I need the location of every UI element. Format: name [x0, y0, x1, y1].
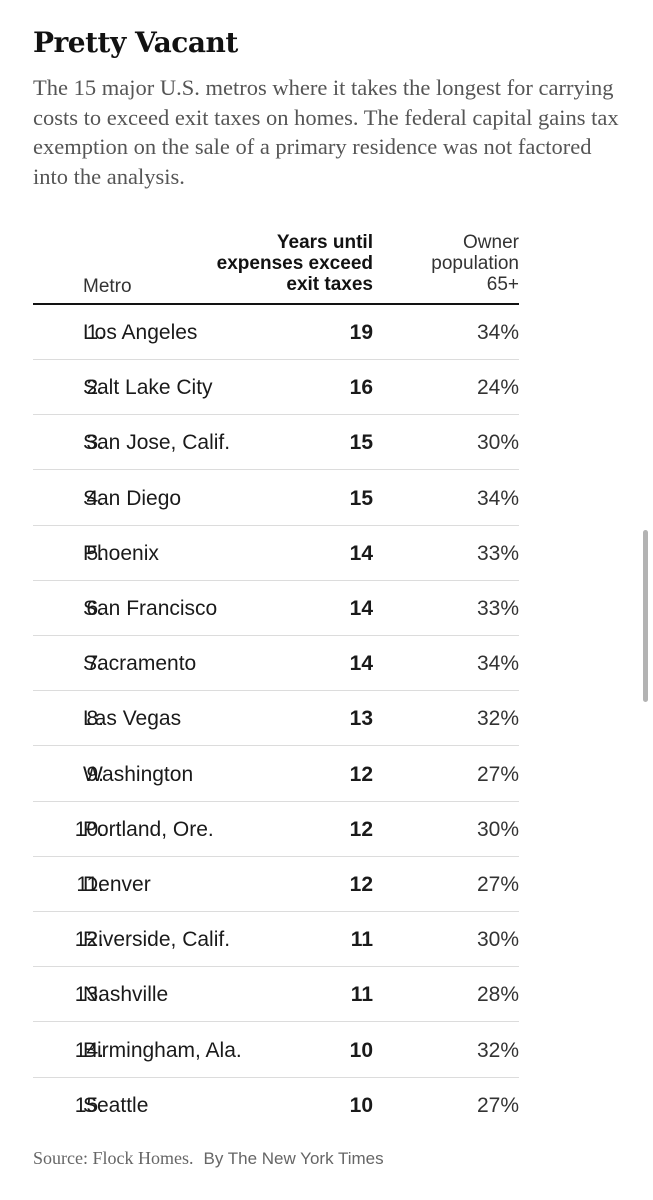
page-subtitle: The 15 major U.S. metros where it takes … — [33, 75, 619, 189]
row-metro: Nashville — [83, 983, 169, 1007]
table-row: 4. San Diego 15 34% — [33, 471, 519, 526]
row-owner-65: 32% — [476, 1038, 519, 1062]
header-rule — [33, 303, 519, 305]
row-owner-65: 33% — [476, 597, 519, 620]
row-rank: 5. — [86, 541, 104, 565]
row-metro: Birmingham, Ala. — [83, 1038, 242, 1062]
scrollbar[interactable] — [643, 530, 648, 702]
row-years: 14 — [349, 541, 373, 565]
table-row: 10. Portland, Ore. 12 30% — [33, 802, 519, 857]
table-row: 7. Sacramento 14 34% — [33, 636, 519, 692]
row-owner-65: 30% — [476, 928, 519, 952]
column-header-owner-line-2: population — [431, 253, 519, 274]
column-header-metro: Metro — [83, 276, 132, 297]
row-metro: Phoenix — [83, 541, 159, 565]
row-owner-65: 34% — [476, 652, 519, 676]
table-row: 15. Seattle 10 27% — [33, 1078, 519, 1133]
row-owner-65: 34% — [476, 486, 519, 510]
row-rank: 11. — [76, 873, 104, 896]
row-rank: 13. — [74, 983, 104, 1007]
row-metro: Seattle — [83, 1093, 149, 1117]
row-rank: 10. — [74, 817, 104, 841]
row-metro: Riverside, Calif. — [83, 928, 231, 952]
column-header-years: Years until expenses exceed exit taxes — [217, 232, 373, 295]
row-owner-65: 24% — [476, 376, 519, 400]
row-years: 12 — [349, 873, 373, 896]
row-rank: 15. — [74, 1093, 104, 1117]
table-row: 3. San Jose, Calif. 15 30% — [33, 415, 519, 471]
column-header-years-line-3: exit taxes — [286, 274, 373, 295]
row-owner-65: 28% — [476, 983, 519, 1007]
row-owner-65: 27% — [476, 762, 519, 786]
row-rank: 4. — [86, 486, 104, 510]
row-metro: San Diego — [83, 486, 182, 510]
row-owner-65: 34% — [476, 321, 519, 344]
row-owner-65: 30% — [476, 817, 519, 841]
row-metro: Washington — [83, 762, 194, 786]
row-metro: Los Angeles — [83, 321, 198, 344]
row-rank: 1. — [86, 321, 104, 344]
row-years: 19 — [349, 321, 373, 344]
column-header-years-line-2: expenses exceed — [216, 253, 373, 274]
row-owner-65: 32% — [476, 707, 519, 731]
table-row: 11. Denver 12 27% — [33, 857, 519, 912]
source-note: Source: Flock Homes. By The New York Time… — [33, 1148, 384, 1169]
table-row: 5. Phoenix 14 33% — [33, 526, 519, 581]
row-metro: San Jose, Calif. — [83, 431, 231, 455]
row-rank: 8. — [86, 707, 104, 731]
row-owner-65: 30% — [476, 431, 519, 455]
row-rank: 6. — [86, 597, 104, 620]
row-years: 14 — [349, 652, 373, 676]
page-title: Pretty Vacant — [33, 26, 238, 59]
row-metro: San Francisco — [83, 597, 218, 620]
row-years: 15 — [349, 486, 373, 510]
row-metro: Las Vegas — [83, 707, 182, 731]
table-row: 12. Riverside, Calif. 11 30% — [33, 912, 519, 968]
row-metro: Salt Lake City — [83, 376, 213, 400]
row-years: 10 — [349, 1093, 373, 1117]
row-years: 10 — [349, 1038, 373, 1062]
row-years: 14 — [349, 597, 373, 620]
row-years: 12 — [349, 817, 373, 841]
row-years: 15 — [349, 431, 373, 455]
column-header-owner-line-3: 65+ — [486, 274, 519, 295]
row-years: 11 — [350, 983, 373, 1007]
row-rank: 14. — [74, 1038, 104, 1062]
row-metro: Denver — [83, 873, 151, 896]
row-years: 13 — [349, 707, 373, 731]
row-owner-65: 33% — [476, 541, 519, 565]
column-header-owner-65: Owner population 65+ — [431, 232, 519, 295]
table-row: 14. Birmingham, Ala. 10 32% — [33, 1023, 519, 1078]
row-metro: Portland, Ore. — [83, 817, 214, 841]
table-row: 13. Nashville 11 28% — [33, 967, 519, 1023]
table-row: 9. Washington 12 27% — [33, 747, 519, 802]
source-credit: By The New York Times — [203, 1149, 384, 1168]
table-row: 6. San Francisco 14 33% — [33, 581, 519, 636]
row-owner-65: 27% — [476, 873, 519, 896]
row-rank: 9. — [86, 762, 104, 786]
column-header-owner-line-1: Owner — [463, 232, 519, 253]
row-metro: Sacramento — [83, 652, 197, 676]
table-row: 8. Las Vegas 13 32% — [33, 691, 519, 747]
table-row: 1. Los Angeles 19 34% — [33, 305, 519, 360]
row-years: 11 — [350, 928, 373, 952]
row-owner-65: 27% — [476, 1093, 519, 1117]
row-rank: 12. — [74, 928, 104, 952]
row-rank: 2. — [86, 376, 104, 400]
row-years: 16 — [349, 376, 373, 400]
row-years: 12 — [349, 762, 373, 786]
source-text: Source: Flock Homes. — [33, 1148, 194, 1168]
table-row: 2. Salt Lake City 16 24% — [33, 360, 519, 416]
column-header-years-line-1: Years until — [276, 232, 373, 253]
row-rank: 7. — [86, 652, 104, 676]
row-rank: 3. — [86, 431, 104, 455]
